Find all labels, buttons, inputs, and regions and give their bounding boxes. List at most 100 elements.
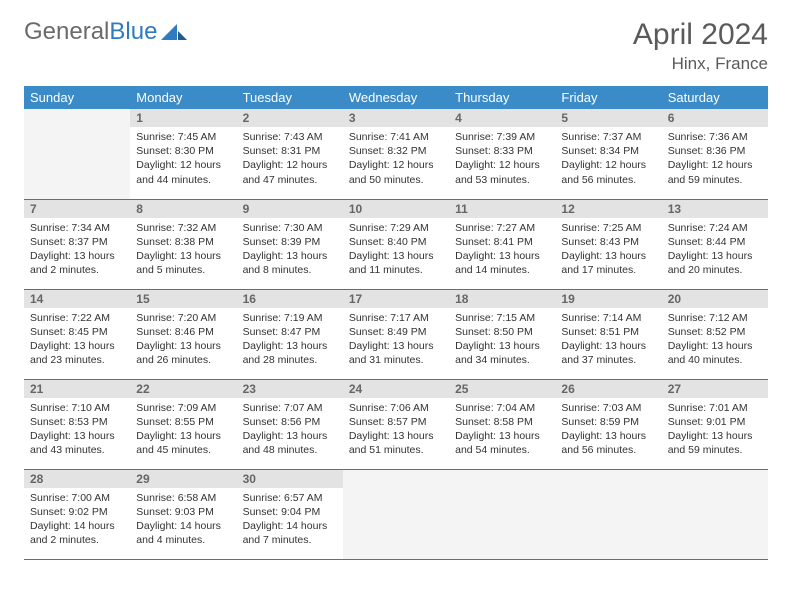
calendar-day-cell: 12Sunrise: 7:25 AMSunset: 8:43 PMDayligh… <box>555 199 661 289</box>
calendar-day-cell: 30Sunrise: 6:57 AMSunset: 9:04 PMDayligh… <box>237 469 343 559</box>
calendar-day-cell: 26Sunrise: 7:03 AMSunset: 8:59 PMDayligh… <box>555 379 661 469</box>
calendar-day-cell: 10Sunrise: 7:29 AMSunset: 8:40 PMDayligh… <box>343 199 449 289</box>
calendar-day-cell: 1Sunrise: 7:45 AMSunset: 8:30 PMDaylight… <box>130 109 236 199</box>
calendar-day-cell <box>449 469 555 559</box>
calendar-day-cell: 13Sunrise: 7:24 AMSunset: 8:44 PMDayligh… <box>662 199 768 289</box>
day-content: Sunrise: 7:20 AMSunset: 8:46 PMDaylight:… <box>130 308 236 374</box>
day-content: Sunrise: 7:17 AMSunset: 8:49 PMDaylight:… <box>343 308 449 374</box>
day-content: Sunrise: 7:29 AMSunset: 8:40 PMDaylight:… <box>343 218 449 284</box>
day-content: Sunrise: 7:07 AMSunset: 8:56 PMDaylight:… <box>237 398 343 464</box>
day-content: Sunrise: 7:43 AMSunset: 8:31 PMDaylight:… <box>237 127 343 193</box>
calendar-day-cell <box>662 469 768 559</box>
calendar-week-row: 1Sunrise: 7:45 AMSunset: 8:30 PMDaylight… <box>24 109 768 199</box>
calendar-day-cell: 18Sunrise: 7:15 AMSunset: 8:50 PMDayligh… <box>449 289 555 379</box>
logo-sail-icon <box>161 22 187 42</box>
day-number: 23 <box>237 380 343 398</box>
day-content: Sunrise: 7:39 AMSunset: 8:33 PMDaylight:… <box>449 127 555 193</box>
day-content: Sunrise: 7:41 AMSunset: 8:32 PMDaylight:… <box>343 127 449 193</box>
month-title: April 2024 <box>633 18 768 52</box>
calendar-day-cell <box>24 109 130 199</box>
calendar-day-cell: 2Sunrise: 7:43 AMSunset: 8:31 PMDaylight… <box>237 109 343 199</box>
day-number: 13 <box>662 200 768 218</box>
calendar-week-row: 21Sunrise: 7:10 AMSunset: 8:53 PMDayligh… <box>24 379 768 469</box>
day-number: 17 <box>343 290 449 308</box>
calendar-day-cell: 11Sunrise: 7:27 AMSunset: 8:41 PMDayligh… <box>449 199 555 289</box>
weekday-header: Wednesday <box>343 86 449 109</box>
weekday-header-row: Sunday Monday Tuesday Wednesday Thursday… <box>24 86 768 109</box>
calendar-day-cell: 29Sunrise: 6:58 AMSunset: 9:03 PMDayligh… <box>130 469 236 559</box>
calendar-day-cell: 21Sunrise: 7:10 AMSunset: 8:53 PMDayligh… <box>24 379 130 469</box>
day-number: 1 <box>130 109 236 127</box>
day-content: Sunrise: 7:27 AMSunset: 8:41 PMDaylight:… <box>449 218 555 284</box>
day-content: Sunrise: 7:32 AMSunset: 8:38 PMDaylight:… <box>130 218 236 284</box>
day-number: 28 <box>24 470 130 488</box>
calendar-week-row: 7Sunrise: 7:34 AMSunset: 8:37 PMDaylight… <box>24 199 768 289</box>
day-content: Sunrise: 7:24 AMSunset: 8:44 PMDaylight:… <box>662 218 768 284</box>
day-content: Sunrise: 7:00 AMSunset: 9:02 PMDaylight:… <box>24 488 130 554</box>
day-number: 11 <box>449 200 555 218</box>
calendar-day-cell: 16Sunrise: 7:19 AMSunset: 8:47 PMDayligh… <box>237 289 343 379</box>
day-content: Sunrise: 6:57 AMSunset: 9:04 PMDaylight:… <box>237 488 343 554</box>
calendar-week-row: 14Sunrise: 7:22 AMSunset: 8:45 PMDayligh… <box>24 289 768 379</box>
logo: GeneralBlue <box>24 18 187 46</box>
calendar-week-row: 28Sunrise: 7:00 AMSunset: 9:02 PMDayligh… <box>24 469 768 559</box>
day-content: Sunrise: 7:04 AMSunset: 8:58 PMDaylight:… <box>449 398 555 464</box>
day-number: 29 <box>130 470 236 488</box>
calendar-day-cell: 5Sunrise: 7:37 AMSunset: 8:34 PMDaylight… <box>555 109 661 199</box>
day-number: 14 <box>24 290 130 308</box>
calendar-day-cell: 25Sunrise: 7:04 AMSunset: 8:58 PMDayligh… <box>449 379 555 469</box>
day-number: 9 <box>237 200 343 218</box>
calendar-day-cell: 3Sunrise: 7:41 AMSunset: 8:32 PMDaylight… <box>343 109 449 199</box>
calendar-day-cell: 17Sunrise: 7:17 AMSunset: 8:49 PMDayligh… <box>343 289 449 379</box>
day-number: 6 <box>662 109 768 127</box>
calendar-day-cell: 7Sunrise: 7:34 AMSunset: 8:37 PMDaylight… <box>24 199 130 289</box>
day-content: Sunrise: 7:15 AMSunset: 8:50 PMDaylight:… <box>449 308 555 374</box>
calendar-day-cell: 27Sunrise: 7:01 AMSunset: 9:01 PMDayligh… <box>662 379 768 469</box>
calendar-day-cell: 9Sunrise: 7:30 AMSunset: 8:39 PMDaylight… <box>237 199 343 289</box>
calendar-day-cell: 14Sunrise: 7:22 AMSunset: 8:45 PMDayligh… <box>24 289 130 379</box>
calendar-day-cell: 28Sunrise: 7:00 AMSunset: 9:02 PMDayligh… <box>24 469 130 559</box>
weekday-header: Thursday <box>449 86 555 109</box>
calendar-day-cell: 19Sunrise: 7:14 AMSunset: 8:51 PMDayligh… <box>555 289 661 379</box>
day-content: Sunrise: 7:10 AMSunset: 8:53 PMDaylight:… <box>24 398 130 464</box>
day-content: Sunrise: 7:36 AMSunset: 8:36 PMDaylight:… <box>662 127 768 193</box>
day-number: 16 <box>237 290 343 308</box>
day-number: 18 <box>449 290 555 308</box>
day-number: 25 <box>449 380 555 398</box>
logo-text-blue: Blue <box>109 18 157 46</box>
day-number: 12 <box>555 200 661 218</box>
day-number: 10 <box>343 200 449 218</box>
day-number: 26 <box>555 380 661 398</box>
day-number: 27 <box>662 380 768 398</box>
day-content: Sunrise: 7:09 AMSunset: 8:55 PMDaylight:… <box>130 398 236 464</box>
weekday-header: Friday <box>555 86 661 109</box>
day-content: Sunrise: 7:12 AMSunset: 8:52 PMDaylight:… <box>662 308 768 374</box>
day-content: Sunrise: 7:45 AMSunset: 8:30 PMDaylight:… <box>130 127 236 193</box>
day-number: 21 <box>24 380 130 398</box>
location-title: Hinx, France <box>633 54 768 74</box>
calendar-body: 1Sunrise: 7:45 AMSunset: 8:30 PMDaylight… <box>24 109 768 559</box>
header: GeneralBlue April 2024 Hinx, France <box>24 18 768 74</box>
day-content: Sunrise: 6:58 AMSunset: 9:03 PMDaylight:… <box>130 488 236 554</box>
calendar-day-cell: 4Sunrise: 7:39 AMSunset: 8:33 PMDaylight… <box>449 109 555 199</box>
weekday-header: Sunday <box>24 86 130 109</box>
day-content: Sunrise: 7:19 AMSunset: 8:47 PMDaylight:… <box>237 308 343 374</box>
day-number: 19 <box>555 290 661 308</box>
calendar-day-cell: 15Sunrise: 7:20 AMSunset: 8:46 PMDayligh… <box>130 289 236 379</box>
calendar-day-cell: 6Sunrise: 7:36 AMSunset: 8:36 PMDaylight… <box>662 109 768 199</box>
day-number: 2 <box>237 109 343 127</box>
day-content: Sunrise: 7:06 AMSunset: 8:57 PMDaylight:… <box>343 398 449 464</box>
title-block: April 2024 Hinx, France <box>633 18 768 74</box>
day-number: 8 <box>130 200 236 218</box>
day-content: Sunrise: 7:37 AMSunset: 8:34 PMDaylight:… <box>555 127 661 193</box>
day-number: 15 <box>130 290 236 308</box>
calendar-day-cell: 24Sunrise: 7:06 AMSunset: 8:57 PMDayligh… <box>343 379 449 469</box>
day-content: Sunrise: 7:22 AMSunset: 8:45 PMDaylight:… <box>24 308 130 374</box>
calendar-day-cell: 8Sunrise: 7:32 AMSunset: 8:38 PMDaylight… <box>130 199 236 289</box>
day-content: Sunrise: 7:14 AMSunset: 8:51 PMDaylight:… <box>555 308 661 374</box>
calendar-day-cell: 20Sunrise: 7:12 AMSunset: 8:52 PMDayligh… <box>662 289 768 379</box>
logo-text-general: General <box>24 18 109 46</box>
calendar-day-cell <box>343 469 449 559</box>
day-number: 22 <box>130 380 236 398</box>
calendar-day-cell <box>555 469 661 559</box>
